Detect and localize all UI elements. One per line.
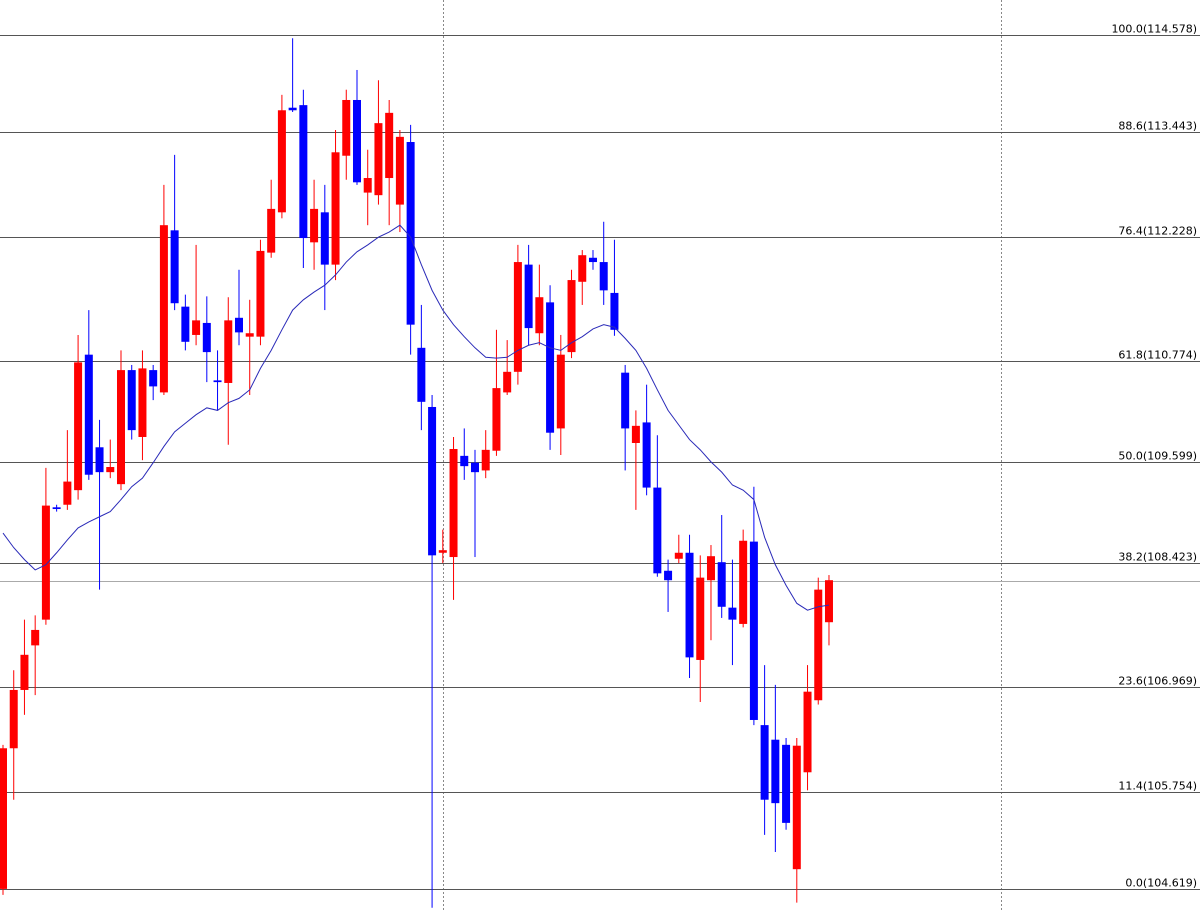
candle-body	[41, 505, 50, 620]
candle-body	[288, 107, 297, 111]
candle-body	[277, 110, 286, 213]
candle-body	[224, 320, 233, 383]
candle-body	[578, 255, 587, 282]
candle-body	[567, 280, 576, 353]
candle-body	[546, 302, 555, 433]
candle-body	[181, 306, 190, 342]
candle-body	[782, 744, 791, 823]
fib-level-label: 61.8(110.774)	[1118, 349, 1197, 362]
candle-body	[803, 691, 812, 773]
fib-level-label: 38.2(108.423)	[1118, 551, 1197, 564]
candle-body	[470, 462, 479, 473]
fib-level-label: 23.6(106.969)	[1118, 675, 1197, 688]
candle-body	[588, 257, 597, 263]
candle-body	[299, 105, 308, 239]
candle-body	[116, 370, 125, 485]
candle-body	[374, 123, 383, 196]
candle-body	[696, 577, 705, 660]
candle-body	[535, 297, 544, 334]
candle-body	[814, 589, 823, 701]
candle-body	[664, 570, 673, 581]
fib-level-label: 0.0(104.619)	[1125, 877, 1197, 890]
candle-body	[320, 212, 329, 265]
candle-body	[106, 467, 115, 473]
candle-body	[749, 541, 758, 720]
candle-body	[599, 262, 608, 291]
fib-level-label: 88.6(113.443)	[1118, 120, 1197, 133]
candle-body	[267, 208, 276, 253]
candle-body	[492, 388, 501, 451]
candle-body	[503, 371, 512, 393]
candle-body	[524, 264, 533, 329]
candle-body	[460, 455, 469, 467]
candle-body	[706, 556, 715, 581]
candle-body	[481, 449, 490, 471]
candle-body	[631, 425, 640, 443]
candle-body	[192, 320, 201, 335]
candle-body	[342, 99, 351, 156]
candle-body	[417, 347, 426, 402]
candle-body	[63, 481, 72, 505]
candle-body	[31, 629, 40, 646]
candle-body	[352, 99, 361, 183]
candle-body	[74, 362, 83, 491]
candle-body	[642, 422, 651, 488]
fib-level-label: 50.0(109.599)	[1118, 450, 1197, 463]
candle-body	[170, 230, 179, 304]
candle-body	[159, 225, 168, 393]
candle-body	[95, 447, 104, 473]
candle-body	[728, 607, 737, 620]
candle-body	[824, 580, 833, 623]
candle-body	[513, 262, 522, 372]
candle-body	[621, 372, 630, 429]
candle-body	[438, 550, 447, 553]
candle-body	[234, 317, 243, 333]
candle-body	[202, 322, 211, 353]
candle-body	[428, 406, 437, 556]
candle-body	[84, 354, 93, 475]
moving-average	[2, 224, 830, 611]
candle-body	[0, 748, 7, 889]
candle-body	[127, 370, 136, 431]
candle-body	[449, 448, 458, 558]
candle-body	[406, 142, 415, 325]
candle-body	[20, 654, 29, 690]
candle-body	[256, 250, 265, 337]
fib-level-label: 100.0(114.578)	[1111, 23, 1197, 36]
candle-body	[610, 292, 619, 330]
candle-body	[331, 152, 340, 265]
candle-body	[717, 562, 726, 607]
candle-body	[363, 178, 372, 193]
candle-body	[685, 552, 694, 658]
candle-body	[149, 370, 158, 387]
candle-body	[9, 689, 18, 749]
candle-body	[760, 725, 769, 800]
fib-level-label: 11.4(105.754)	[1118, 780, 1197, 793]
candle-body	[395, 136, 404, 205]
candle-body	[245, 333, 254, 337]
candle-body	[213, 380, 222, 383]
candle-body	[674, 552, 683, 559]
fib-level-label: 76.4(112.228)	[1118, 225, 1197, 238]
candle-body	[385, 112, 394, 179]
candle-body	[556, 354, 565, 429]
candle-body	[792, 745, 801, 870]
candle-body	[138, 368, 147, 437]
candle-body	[771, 739, 780, 804]
candle-body	[653, 487, 662, 574]
candle-body	[739, 540, 748, 624]
candle-body	[310, 208, 319, 243]
candle-body	[52, 507, 61, 510]
